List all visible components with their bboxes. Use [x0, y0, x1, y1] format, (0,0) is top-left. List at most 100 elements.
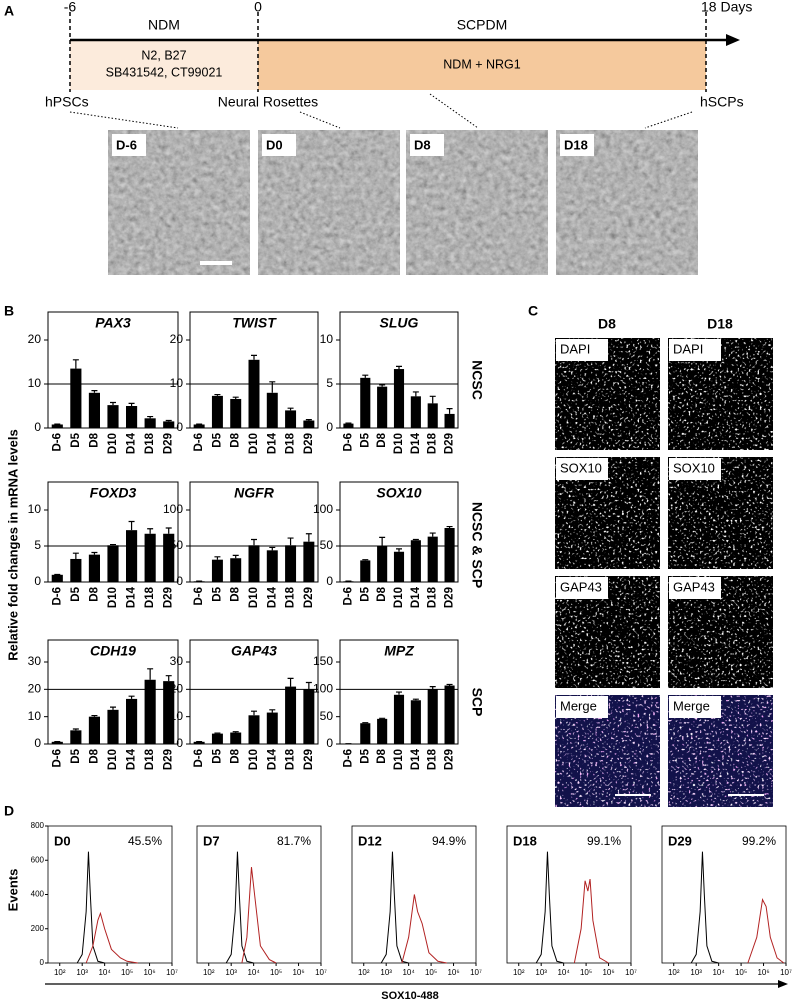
x-tick-label: D29 [303, 749, 315, 770]
bar [248, 545, 260, 582]
bar [144, 679, 156, 744]
x-tick-label: 10⁴ [712, 968, 725, 977]
error-bar [429, 686, 436, 690]
error-bar [232, 554, 239, 559]
bar [393, 551, 405, 582]
stain-label-box [669, 696, 721, 718]
y-tick-label: 0 [176, 420, 183, 434]
x-tick-label: D5 [211, 432, 223, 447]
y-tick-label: 0 [34, 736, 41, 750]
x-tick-label: D5 [211, 586, 223, 601]
x-tick-label: D10 [248, 433, 260, 454]
chart-title: FOXD3 [90, 485, 137, 501]
x-tick-label: 10⁶ [292, 968, 304, 977]
error-bar [214, 732, 221, 734]
stain-label-box [556, 696, 608, 718]
stain-label: Merge [560, 698, 597, 713]
bar [126, 530, 138, 582]
histogram-curve [76, 851, 105, 964]
bar [211, 559, 223, 582]
x-tick-label: D5 [70, 586, 82, 601]
error-bar [269, 709, 276, 713]
histogram-curve [747, 898, 785, 964]
annotation: 94.9% [432, 834, 466, 848]
y-tick-label: 100 [313, 502, 333, 516]
y-tick-label: 200 [31, 924, 45, 933]
bar [88, 554, 100, 582]
x-tick-label: D29 [444, 433, 456, 454]
error-bar [379, 384, 386, 387]
annotation: 81.7% [277, 834, 311, 848]
x-tick-label: 10⁴ [402, 968, 415, 977]
plot-frame [196, 825, 322, 964]
histogram-curve [225, 851, 254, 964]
bar [107, 709, 119, 744]
chart-title: MPZ [384, 643, 414, 659]
x-tick-label: D14 [410, 432, 422, 454]
x-tick-label: D18 [427, 748, 439, 770]
x-tick-label: 10⁷ [166, 968, 178, 977]
row-label: NCSC [469, 360, 485, 400]
error-bar [412, 538, 419, 541]
x-tick-label: D18 [285, 586, 297, 608]
axis-title: Relative fold changes in mRNA levels [5, 429, 20, 660]
error-bar [165, 527, 172, 534]
error-bar [128, 520, 135, 531]
chart-title: SOX10 [376, 485, 421, 501]
x-tick-label: D18 [285, 748, 297, 770]
stain-label: GAP43 [560, 579, 602, 594]
error-bar [446, 408, 453, 414]
error-bar [72, 359, 79, 369]
histogram-curve [690, 851, 719, 964]
x-tick-label: D10 [248, 587, 260, 608]
stage-media: SB431542, CT99021 [106, 65, 223, 79]
bar [377, 386, 388, 428]
x-tick-label: 10² [54, 968, 66, 977]
x-tick-label: D18 [427, 432, 439, 454]
stain-label-box [669, 458, 721, 480]
x-tick-label: D18 [144, 748, 156, 770]
stain-label-box [556, 577, 608, 599]
error-bar [214, 556, 221, 560]
image-label: D18 [564, 137, 588, 152]
stage-name: NDM [148, 17, 180, 33]
error-bar [91, 551, 98, 555]
x-tick-label: 10⁵ [580, 968, 592, 977]
bar [360, 377, 371, 428]
bar [303, 689, 315, 744]
axis-arrowhead [778, 980, 788, 988]
y-tick-label: 30 [170, 654, 184, 668]
bar [126, 406, 138, 428]
histogram-curve [535, 851, 564, 964]
stain-label-box [669, 339, 721, 361]
x-tick-label: D5 [70, 748, 82, 763]
bar [193, 424, 205, 428]
x-tick-label: D-6 [51, 749, 63, 768]
x-tick-label: D29 [163, 749, 175, 770]
error-bar [251, 538, 257, 546]
x-tick-label: D14 [126, 586, 138, 608]
stage-name: SCPDM [457, 17, 508, 33]
x-tick-label: D-6 [51, 587, 63, 606]
panel-label: B [4, 303, 14, 319]
error-bar [91, 714, 98, 717]
error-bar [147, 528, 154, 534]
bar [285, 410, 297, 428]
bar [393, 369, 405, 428]
x-tick-label: D14 [266, 586, 278, 608]
x-tick-label: 10² [203, 968, 215, 977]
x-tick-label: 10⁴ [98, 968, 111, 977]
bar [126, 698, 138, 744]
x-tick-label: D29 [444, 749, 456, 770]
y-tick-label: 0 [326, 420, 333, 434]
timeline-arrow [726, 34, 740, 46]
x-tick-label: 10³ [535, 968, 547, 977]
histogram-curve [380, 851, 409, 964]
y-tick-label: 100 [313, 682, 333, 696]
x-tick-label: 10⁵ [425, 968, 437, 977]
chart-title: CDH19 [90, 643, 136, 659]
x-tick-label: 10⁶ [602, 968, 614, 977]
cell-stage: hPSCs [45, 94, 89, 110]
x-tick-label: 10³ [76, 968, 88, 977]
histogram-curve [401, 894, 447, 964]
